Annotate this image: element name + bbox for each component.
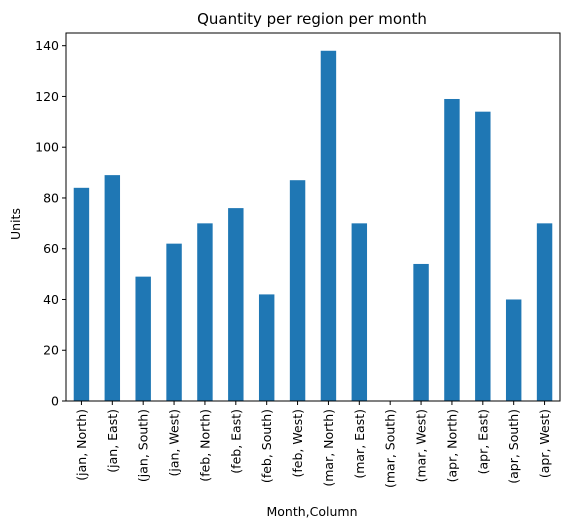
- x-tick-label-4: (feb, North): [197, 409, 212, 482]
- x-tick-label-0: (jan, North): [74, 409, 89, 481]
- bar-13: [475, 111, 491, 401]
- x-tick-label-7: (feb, West): [290, 409, 305, 477]
- y-tick-label-2: 40: [43, 292, 59, 307]
- bar-9: [351, 223, 368, 401]
- bar-2: [135, 276, 151, 401]
- x-tick-label-5: (feb, East): [228, 409, 243, 474]
- x-tick-label-8: (mar, North): [321, 409, 336, 487]
- x-tick-label-13: (apr, East): [475, 409, 490, 474]
- y-tick-label-7: 140: [35, 38, 59, 53]
- plot-frame: [65, 32, 561, 402]
- x-tick-label-10: (mar, South): [383, 409, 398, 488]
- bars-group: [73, 50, 553, 402]
- bar-8: [320, 50, 337, 402]
- x-tick-label-11: (mar, West): [414, 409, 429, 482]
- x-tick-label-12: (apr, North): [444, 409, 459, 482]
- bar-6: [258, 294, 275, 401]
- x-axis: (jan, North) (jan, East) (jan, South) (jan,…: [74, 401, 552, 488]
- x-tick-label-14: (apr, South): [506, 409, 521, 484]
- x-tick-label-9: (mar, East): [352, 409, 367, 479]
- y-tick-label-1: 20: [43, 343, 59, 358]
- chart-title: Quantity per region per month: [197, 10, 427, 28]
- y-tick-label-3: 60: [43, 241, 59, 256]
- bar-0: [73, 187, 90, 401]
- x-tick-label-1: (jan, East): [105, 409, 120, 473]
- bar-5: [228, 208, 244, 401]
- x-tick-label-15: (apr, West): [537, 409, 552, 478]
- y-tick-label-5: 100: [35, 140, 59, 155]
- bar-14: [505, 299, 522, 401]
- bar-12: [444, 98, 460, 401]
- bar-1: [104, 175, 121, 401]
- y-tick-label-6: 120: [35, 89, 59, 104]
- bar-15: [536, 223, 553, 401]
- x-axis-label: Month,Column: [266, 504, 357, 519]
- y-tick-label-0: 0: [51, 394, 59, 409]
- bar-3: [166, 243, 182, 401]
- x-tick-label-3: (jan, West): [167, 409, 182, 477]
- bar-11: [413, 263, 429, 401]
- y-axis: 0 20 40 60 80 100 120 140: [35, 38, 66, 409]
- x-tick-label-2: (jan, South): [136, 409, 151, 482]
- y-axis-label: Units: [8, 208, 23, 240]
- bar-7: [289, 180, 306, 401]
- y-tick-label-4: 80: [43, 190, 59, 205]
- bar-4: [197, 223, 213, 401]
- x-tick-label-6: (feb, South): [259, 409, 274, 483]
